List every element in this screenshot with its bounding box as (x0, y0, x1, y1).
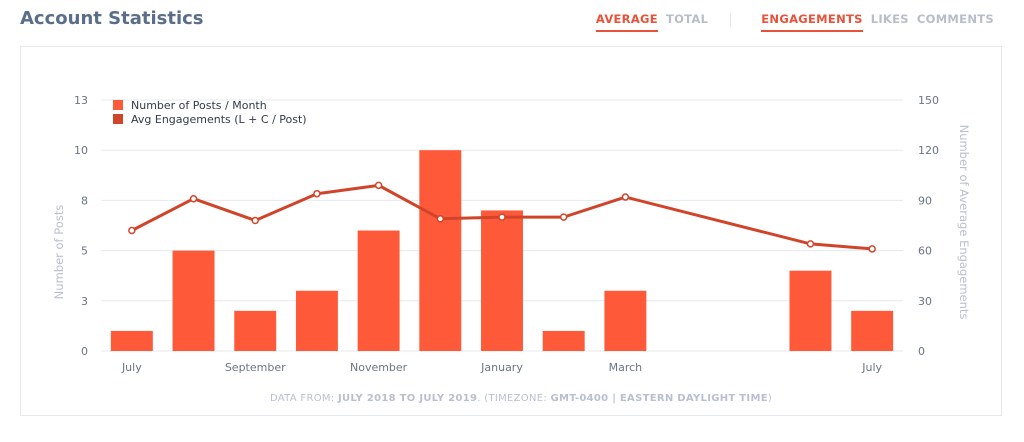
right-y-tick-label: 30 (918, 295, 932, 308)
legend-label-engagements: Avg Engagements (L + C / Post) (131, 113, 307, 126)
line-point (621, 193, 630, 201)
page-title: Account Statistics (20, 8, 204, 29)
line-point (806, 240, 815, 248)
left-y-axis-ticks: 0 3 5 8 10 13 (74, 94, 88, 358)
legend-label-posts: Number of Posts / Month (131, 99, 267, 112)
tab-engagements[interactable]: ENGAGEMENTS (761, 12, 863, 32)
footer-timezone: GMT-0400 | EASTERN DAYLIGHT TIME (551, 393, 768, 404)
line-point (868, 245, 876, 253)
left-y-axis-title: Number of Posts (52, 205, 66, 300)
chart-card: 0 3 5 8 10 13 0 30 60 90 120 150 July September Nove… (20, 46, 1002, 416)
bar (542, 330, 585, 351)
line-point (128, 226, 136, 235)
footer-note: DATA FROM: JULY 2018 TO JULY 2019. (TIME… (270, 393, 772, 404)
tab-divider (730, 13, 732, 27)
bar (789, 270, 832, 351)
line-point (374, 181, 383, 190)
left-y-tick-label: 13 (74, 94, 88, 107)
right-y-tick-label: 150 (918, 94, 939, 107)
line-point (559, 213, 568, 221)
x-tick-label: January (480, 361, 523, 374)
left-y-tick-label: 0 (81, 345, 88, 358)
footer-suffix: ) (768, 393, 772, 404)
x-tick-label: September (225, 361, 286, 374)
bar (419, 150, 462, 351)
tab-likes[interactable]: LIKES (870, 12, 909, 26)
left-y-tick-label: 10 (74, 144, 88, 157)
tab-bar: AVERAGE TOTAL ENGAGEMENTS LIKES COMMENTS (588, 12, 994, 32)
tab-comments[interactable]: COMMENTS (916, 12, 994, 26)
x-tick-label: July (121, 361, 142, 374)
bar (110, 330, 153, 351)
x-axis-ticks: July September November January March July (121, 361, 883, 374)
x-tick-label: March (609, 361, 643, 374)
bar (604, 290, 647, 351)
legend-swatch-posts (113, 100, 123, 110)
header: Account Statistics AVERAGE TOTAL ENGAGEM… (0, 0, 1024, 46)
bar (172, 250, 215, 351)
right-y-axis-ticks: 0 30 60 90 120 150 (918, 94, 939, 358)
line-point (251, 216, 259, 225)
x-tick-label: November (350, 361, 408, 374)
tab-average[interactable]: AVERAGE (595, 12, 658, 32)
legend-swatch-engagements (113, 114, 123, 124)
line-point (313, 189, 321, 198)
chart: 0 3 5 8 10 13 0 30 60 90 120 150 July September Nove… (52, 94, 971, 404)
left-y-tick-label: 8 (81, 194, 88, 207)
line-series (128, 181, 876, 253)
bar (295, 290, 338, 351)
tab-total[interactable]: TOTAL (665, 12, 709, 26)
right-y-axis-title: Number of Average Engagements (957, 125, 971, 320)
line-point (498, 213, 506, 221)
left-y-tick-label: 3 (81, 295, 88, 308)
bar (357, 230, 400, 351)
bar (851, 310, 894, 351)
bar-series (110, 150, 894, 351)
left-y-tick-label: 5 (81, 245, 88, 258)
legend: Number of Posts / Month Avg Engagements … (113, 99, 307, 126)
bar (481, 210, 523, 351)
bar (234, 310, 277, 351)
x-tick-label: July (861, 361, 882, 374)
footer-prefix: DATA FROM: (270, 393, 338, 404)
footer-mid: . (TIMEZONE: (477, 393, 550, 404)
line-point (436, 215, 445, 223)
right-y-tick-label: 0 (918, 345, 925, 358)
footer-range: JULY 2018 TO JULY 2019 (337, 393, 477, 404)
line-point (189, 194, 198, 203)
right-y-tick-label: 90 (918, 194, 932, 207)
right-y-tick-label: 60 (918, 245, 932, 258)
right-y-tick-label: 120 (918, 144, 939, 157)
